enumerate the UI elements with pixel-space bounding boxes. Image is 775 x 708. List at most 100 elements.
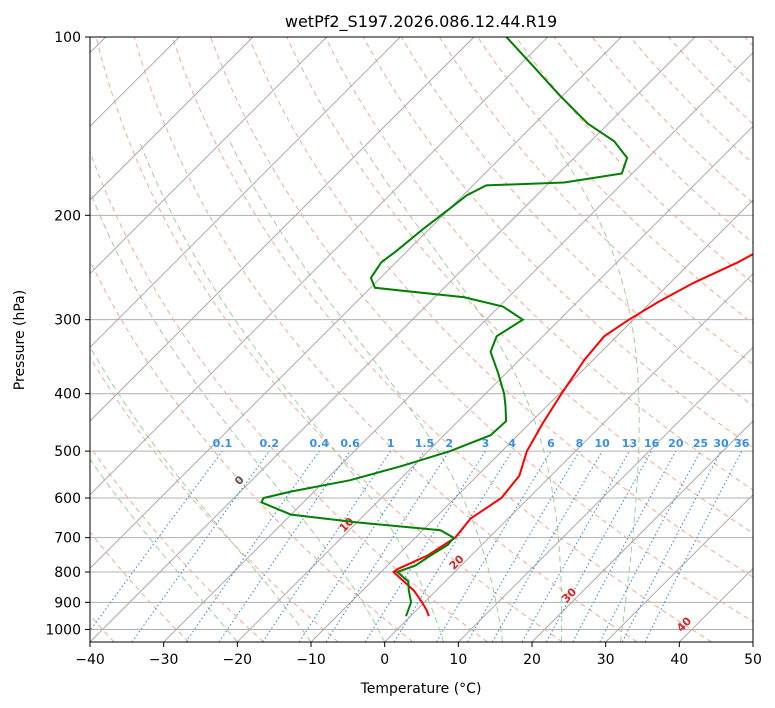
mixing-ratio-line [572,450,677,642]
mixing-ratio-line [90,450,223,632]
mixing-ratio-line [545,450,653,642]
dry-adiabat-line [210,37,753,623]
dry-adiabat-line [90,356,339,642]
mixing-ratio-label: 36 [734,437,750,450]
mixing-ratio-line [599,450,701,642]
y-tick-label: 1000 [45,622,81,638]
mixing-ratio-label: 2 [445,437,453,450]
isotherm-line [531,420,753,642]
mixing-ratio-label: 13 [622,437,637,450]
x-tick-label: 50 [744,652,762,668]
temperature-line [391,253,753,617]
moist-adiabats [90,141,640,642]
y-tick-label: 100 [54,30,81,46]
isotherm-line [90,37,622,570]
y-tick-label: 500 [54,444,81,460]
x-tick-label: −20 [223,652,253,668]
mixing-ratio-line [218,450,351,642]
plot-frame [89,36,754,643]
pressure-gridlines [90,37,753,630]
y-tick-label: 800 [54,565,81,581]
dry-adiabat-line [553,37,753,244]
profile-lines [260,37,753,617]
dry-adiabat-line [90,150,488,642]
isotherm-line [90,37,401,349]
dry-adiabat-label: 20 [447,552,467,572]
dewpoint-line [260,37,629,617]
mixing-ratio-label: 10 [594,437,610,450]
dry-adiabat-label: -10 [68,327,91,350]
x-tick-label: 20 [523,652,541,668]
chart-title: wetPf2_S197.2026.086.12.44.R19 [285,12,557,32]
isotherm-line [163,51,753,642]
moist-adiabat-line [229,141,503,642]
isotherm-line [752,641,753,642]
mixing-ratio-label: 0.4 [310,437,330,450]
x-tick-label: −40 [75,652,105,668]
isotherm-line [90,37,328,275]
y-tick-label: 900 [54,595,81,611]
mixing-ratio-line [364,450,486,642]
mixing-ratio-line [131,450,270,642]
y-tick-label: 300 [54,313,81,329]
y-axis-label: Pressure (hPa) [12,290,28,390]
plot-area: -100-90-80-70-60-50-40-30-20-10010203040… [68,37,753,642]
mixing-ratio-label: 16 [644,437,660,450]
mixing-ratio-lines [90,450,743,642]
mixing-ratio-line [262,450,392,642]
dry-adiabats [90,37,753,642]
dry-adiabat-line [744,37,753,47]
mixing-ratio-label: 1 [387,437,395,450]
y-tick-label: 600 [54,491,81,507]
dry-adiabat-line [477,37,753,325]
dry-adiabat-label: 40 [674,614,694,634]
x-tick-label: 10 [449,652,467,668]
isotherm-line [236,125,753,642]
x-tick-label: −30 [149,652,179,668]
x-tick-label: 0 [380,652,389,668]
moist-adiabat-line [90,345,312,642]
dry-adiabat-line [90,445,264,642]
mixing-ratio-line [521,450,630,642]
y-axis-ticks: 100 200 300 400 500 600 700 800 900 1000 [45,30,90,638]
mixing-ratio-label: 4 [508,437,516,450]
mixing-ratio-labels: 0.1 0.2 0.4 0.6 1 1.5 2 3 4 6 8 10 13 16 20 25 30 36 [213,437,750,450]
mixing-ratio-line [644,450,743,642]
y-tick-label: 700 [54,531,81,547]
isotherm-line [310,199,753,642]
x-tick-label: 30 [597,652,615,668]
mixing-ratio-line [393,450,513,642]
y-tick-label: 400 [54,387,81,403]
dry-adiabat-line [248,37,753,578]
mixing-ratio-label: 0.1 [213,437,233,450]
isotherm-line [90,37,475,422]
mixing-ratio-line [467,450,580,642]
mixing-ratio-label: 20 [668,437,684,450]
dry-adiabat-line [95,37,563,642]
dry-adiabat-line [171,37,712,642]
dry-adiabat-line [90,259,414,642]
mixing-ratio-label: 6 [547,437,555,450]
dry-adiabat-line [438,37,753,366]
moist-adiabat-line [552,141,640,642]
isotherms [90,37,753,642]
dry-adiabat-line [133,37,638,642]
x-tick-label: −10 [296,652,326,668]
dry-adiabat-line [591,37,753,204]
mixing-ratio-line [298,450,425,642]
y-tick-label: 200 [54,208,81,224]
moist-adiabat-line [90,189,386,642]
mixing-ratio-label: 30 [713,437,729,450]
dry-adiabat-line [668,37,753,125]
isotherm-line [678,567,753,642]
dry-adiabat-label: 0 [232,473,247,488]
dry-adiabat-line [400,37,753,407]
isotherm-line [90,37,254,201]
dry-adiabat-line [515,37,753,284]
mixing-ratio-label: 0.6 [340,437,360,450]
isotherm-line [605,493,753,642]
mixing-ratio-label: 8 [576,437,584,450]
isotherm-line [90,37,696,642]
